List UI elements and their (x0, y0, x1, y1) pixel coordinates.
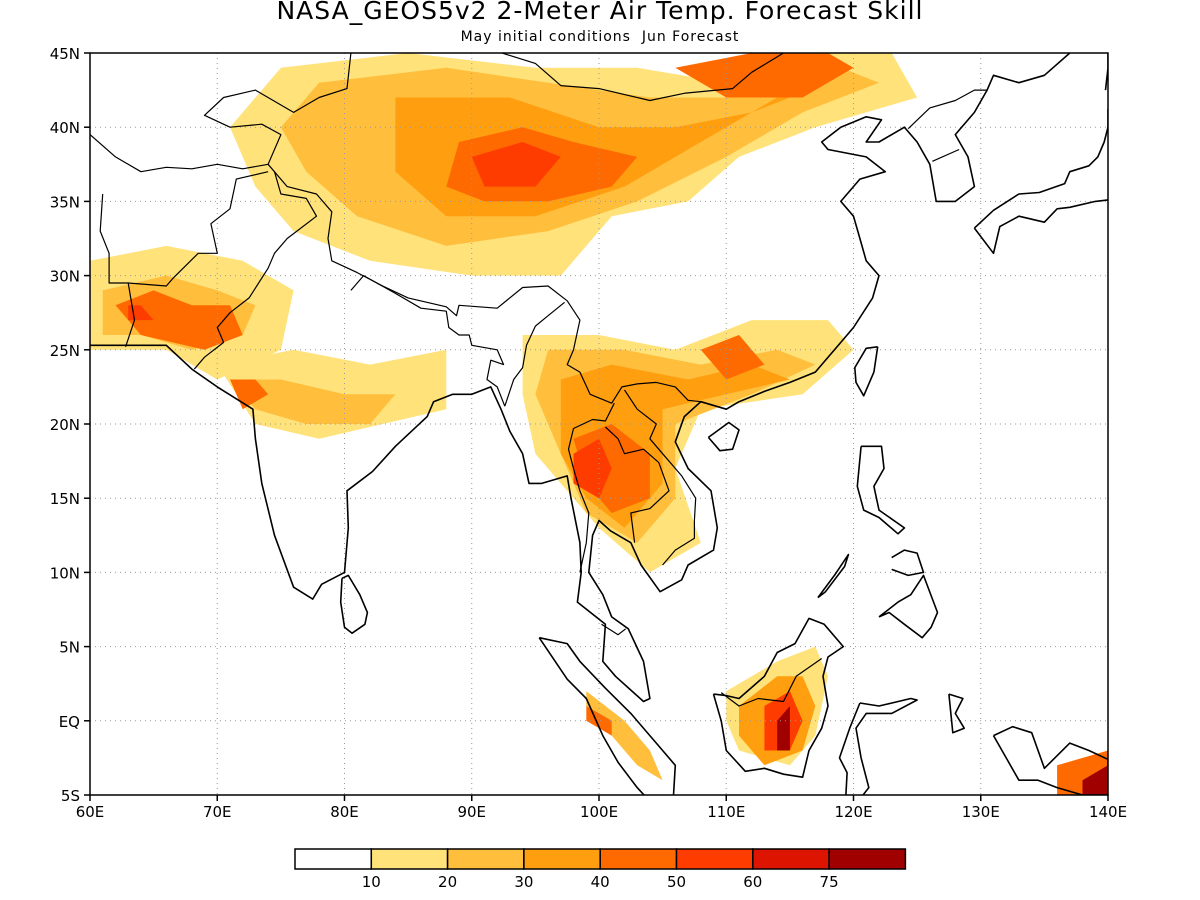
lat-tick-label: 45N (50, 45, 80, 63)
coastline-borneo (712, 617, 845, 779)
lat-tick-label: 5N (59, 639, 80, 657)
coastline-japan-hokkaido (1104, 53, 1108, 105)
colorbar-label: 40 (591, 873, 610, 891)
axis-labels: 60E 70E 80E 90E 100E 110E 120E 130E 140E 45N 40N 35… (50, 45, 1127, 821)
coastline-luzon (856, 445, 906, 535)
colorbar-swatch (523, 848, 601, 870)
colorbar-swatch (599, 848, 678, 870)
coastline-asia-west-coast (90, 53, 1071, 703)
border-malay-thai (601, 623, 627, 636)
lat-tick-label: 30N (50, 268, 80, 286)
lat-tick-label: 25N (50, 342, 80, 360)
coastline-halmahera (948, 693, 966, 734)
lat-tick-label: 20N (50, 416, 80, 434)
skill-region-indochina (573, 438, 612, 499)
colorbar-label: 10 (362, 873, 381, 891)
colorbar-label: 75 (820, 873, 839, 891)
border-myanmar-thailand-laos (567, 402, 615, 573)
lon-tick-label: 80E (330, 803, 359, 821)
border-india-nepal-bangladesh (350, 275, 506, 407)
lat-tick-label: EQ (59, 713, 80, 731)
coastline-hainan (707, 421, 740, 452)
lon-tick-label: 130E (962, 803, 1000, 821)
border-india-myanmar (504, 301, 565, 407)
skill-region-borneo (777, 706, 790, 751)
lat-tick-label: 15N (50, 490, 80, 508)
coastline-layer (90, 53, 1108, 795)
lon-tick-label: 90E (457, 803, 486, 821)
border-afghan-pakistan (128, 171, 269, 287)
coastline-new-guinea (992, 725, 1108, 795)
colorbar-label: 30 (514, 873, 533, 891)
colorbar-swatch (675, 848, 754, 870)
lon-tick-label: 120E (834, 803, 872, 821)
chart-subtitle: May initial conditions Jun Forecast (460, 29, 740, 45)
coastline-sumatra (538, 636, 677, 795)
lon-tick-label: 60E (76, 803, 105, 821)
lat-tick-label: 10N (50, 564, 80, 582)
border-korea-dmz (932, 148, 960, 162)
coastline-visayas (891, 549, 925, 577)
skill-fill-layer (90, 53, 1108, 795)
border-china-korea (907, 89, 988, 130)
colorbar-swatch (294, 848, 373, 870)
skill-region-mongolia-east (675, 53, 854, 98)
colorbar-swatch (828, 848, 907, 870)
skill-region-india-central (230, 379, 396, 424)
colorbar-label: 50 (667, 873, 686, 891)
coastline-japan-honshu (973, 108, 1108, 255)
coastline-palawan (817, 553, 850, 599)
skill-region-indochina (700, 335, 765, 380)
colorbar-label: 60 (743, 873, 762, 891)
border-central-asia (90, 53, 352, 173)
chart-title: NASA_GEOS5v2 2-Meter Air Temp. Forecast … (276, 0, 924, 25)
border-laos-vietnam (623, 389, 697, 566)
lat-tick-label: 5S (61, 787, 80, 805)
lon-tick-label: 70E (203, 803, 232, 821)
border-thailand-laos-cambodia (604, 426, 670, 543)
border-china-mongolia (499, 53, 785, 102)
border-malaysia-indonesia (720, 658, 823, 707)
border-pakistan-india (193, 171, 318, 370)
coastline-sulawesi (838, 697, 918, 795)
skill-region-sumatra (586, 691, 663, 781)
lon-tick-label: 100E (580, 803, 618, 821)
skill-region-new-guinea (1082, 765, 1108, 795)
lon-tick-label: 140E (1089, 803, 1127, 821)
lon-tick-label: 110E (707, 803, 745, 821)
skill-region-tibet-north (471, 142, 561, 187)
lat-tick-label: 40N (50, 119, 80, 137)
border-china-west (267, 163, 701, 404)
skill-region-pakistan-west (115, 290, 243, 350)
lat-tick-label: 35N (50, 193, 80, 211)
coastline-taiwan (853, 346, 879, 397)
skill-region-india-central (230, 379, 269, 410)
coastline-sri-lanka (339, 574, 369, 635)
colorbar: 10 20 30 40 50 60 75 (294, 848, 907, 891)
colorbar-swatch (752, 848, 830, 870)
coastline-mindanao (878, 574, 939, 639)
colorbar-label: 20 (438, 873, 457, 891)
skill-region-pakistan-west (128, 305, 154, 321)
border-iran-afghan-pakistan (99, 193, 136, 347)
colorbar-swatch (370, 848, 449, 870)
colorbar-swatch (446, 848, 525, 870)
